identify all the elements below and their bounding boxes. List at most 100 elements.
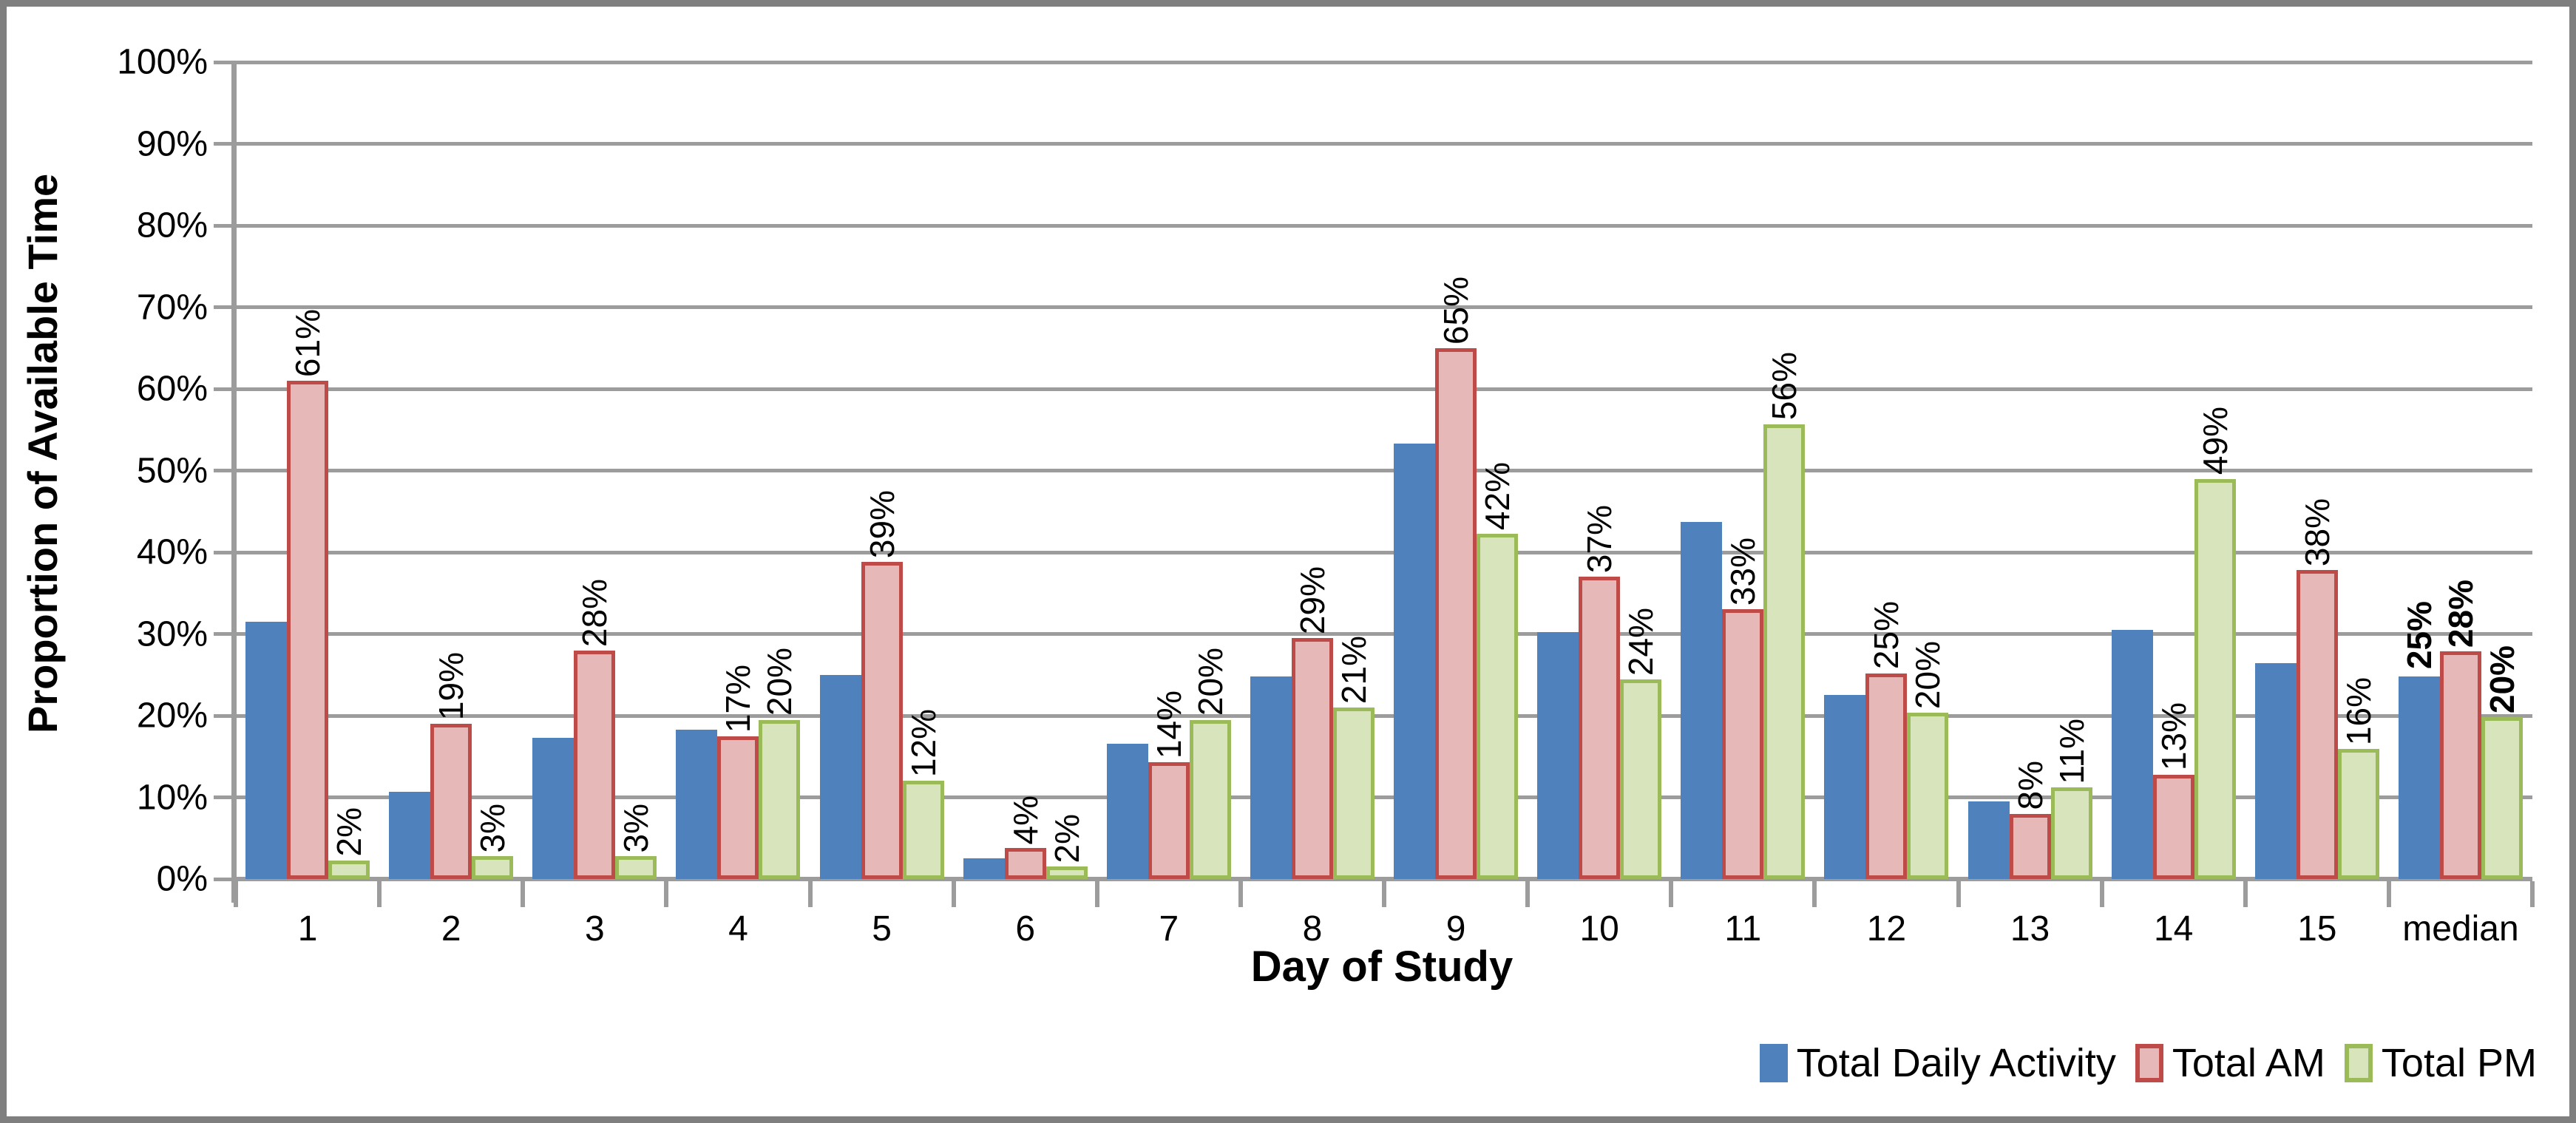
y-axis-tick [214,795,236,799]
data-label: 19% [432,651,471,721]
bar-total-pm-day-5: 12% [902,709,944,879]
data-label: 65% [1436,276,1475,345]
x-tick-label-1: 1 [297,909,318,949]
y-tick-label: 80% [136,206,208,245]
bar-total-daily-activity-day-11 [1681,522,1723,879]
x-tick-label-5: 5 [872,909,892,949]
bar-total-daily-activity-day-13 [1967,801,2010,879]
bar-total-daily-activity-day-7 [1106,743,1148,879]
y-tick-label: 50% [136,451,208,490]
data-label: 38% [2297,498,2336,567]
data-label: 56% [1765,352,1804,421]
bar-group-14: 13% 49% [2102,62,2245,879]
legend: Total Daily Activity Total AM Total PM [1759,1040,2537,1086]
bar-total-am-day-3: 28% [574,579,616,879]
plot-area: 61% 2% 19% 3% 28% 3% 17% 20% 39% 12% 4% 2% 14% 20% 29%… [214,60,2535,907]
bar-total-daily-activity-day-median: 25% [2398,601,2440,879]
bar-total-pm-day-8: 21% [1332,636,1375,879]
legend-label: Total Daily Activity [1796,1041,2116,1085]
bar-total-pm-day-14: 49% [2194,407,2236,879]
gridline-20% [236,713,2532,718]
legend-label: Total AM [2172,1041,2325,1085]
y-axis-tick [214,469,236,472]
bar-group-12: 25% 20% [1814,62,1958,879]
data-label: 17% [719,664,758,733]
x-axis-tick [2530,881,2535,907]
x-axis-tick [1382,881,1386,907]
y-tick-label: 100% [117,42,208,82]
data-label: 25% [1867,601,1906,670]
bar-group-2: 19% 3% [379,62,523,879]
legend-item-total-am: Total AM [2135,1040,2325,1086]
y-axis-tick [214,387,236,391]
x-axis-tick [807,881,813,907]
y-axis-tick [214,632,236,636]
bar-total-am-day-1: 61% [287,309,329,879]
legend-swatch-icon [2135,1044,2163,1082]
y-axis-tick [214,142,236,146]
gridline-70% [236,305,2532,309]
bar-total-pm-day-13: 11% [2050,719,2092,879]
x-axis-tick [1238,881,1243,907]
bar-total-am-day-10: 37% [1579,505,1621,879]
x-tick-label-15: 15 [2297,909,2337,949]
y-axis-tick [214,60,236,64]
bar-group-11: 33% 56% [1671,62,1814,879]
bar-total-daily-activity-day-6 [963,858,1005,879]
y-tick-label: 40% [136,532,208,572]
x-axis-tick [1094,881,1099,907]
bar-group-8: 29% 21% [1241,62,1384,879]
gridline-10% [236,795,2532,799]
bar-total-daily-activity-day-1 [245,621,288,879]
bar-total-daily-activity-day-12 [1824,695,1866,879]
bar-total-am-day-9: 65% [1435,276,1477,879]
bar-group-5: 39% 12% [810,62,954,879]
y-tick-label: 90% [136,124,208,163]
x-axis-tick [1812,881,1817,907]
y-axis-tick [214,223,236,228]
bar-total-daily-activity-day-10 [1537,632,1579,879]
data-label: 28% [575,578,614,647]
x-axis-line [231,877,2532,881]
data-label: 24% [1621,608,1661,676]
bar-total-am-day-14: 13% [2152,702,2194,879]
bar-total-pm-day-2: 3% [472,804,514,879]
x-tick-label-3: 3 [584,909,605,949]
bar-total-daily-activity-day-14 [2111,629,2153,879]
x-axis-tick [1525,881,1531,907]
bar-total-pm-day-6: 2% [1045,814,1088,879]
y-tick-label: 20% [136,696,208,736]
x-tick-label-13: 13 [2010,909,2050,949]
bar-total-daily-activity-day-9 [1394,444,1436,879]
x-axis-title: Day of Study [1250,943,1514,991]
data-label: 49% [2195,407,2234,475]
x-tick-label-4: 4 [728,909,748,949]
x-tick-label-10: 10 [1579,909,1619,949]
bar-total-am-day-4: 17% [717,665,759,879]
bar-total-am-day-6: 4% [1004,795,1046,879]
data-label: 2% [329,807,368,857]
data-label: 61% [288,308,327,377]
gridline-50% [236,469,2532,472]
data-label: 42% [1477,461,1516,530]
x-tick-label-median: median [2402,909,2519,949]
data-label: 28% [2441,579,2480,648]
x-tick-label-12: 12 [1866,909,1907,949]
bar-total-am-day-13: 8% [2009,761,2051,879]
bar-total-pm-day-9: 42% [1477,462,1519,879]
bar-total-pm-day-15: 16% [2337,677,2379,879]
data-label: 2% [1047,813,1086,864]
data-label: 33% [1723,537,1763,606]
bar-total-daily-activity-day-5 [819,674,861,879]
bar-total-am-day-median: 28% [2439,580,2481,879]
x-axis-tick [2386,881,2391,907]
data-label: 12% [904,709,943,778]
bar-total-am-day-7: 14% [1148,691,1190,879]
bar-total-daily-activity-day-4 [676,729,718,879]
x-tick-label-9: 9 [1445,909,1466,949]
data-label: 16% [2339,677,2378,746]
gridline-60% [236,387,2532,391]
y-axis-line [231,62,237,903]
x-axis-tick [1669,881,1674,907]
